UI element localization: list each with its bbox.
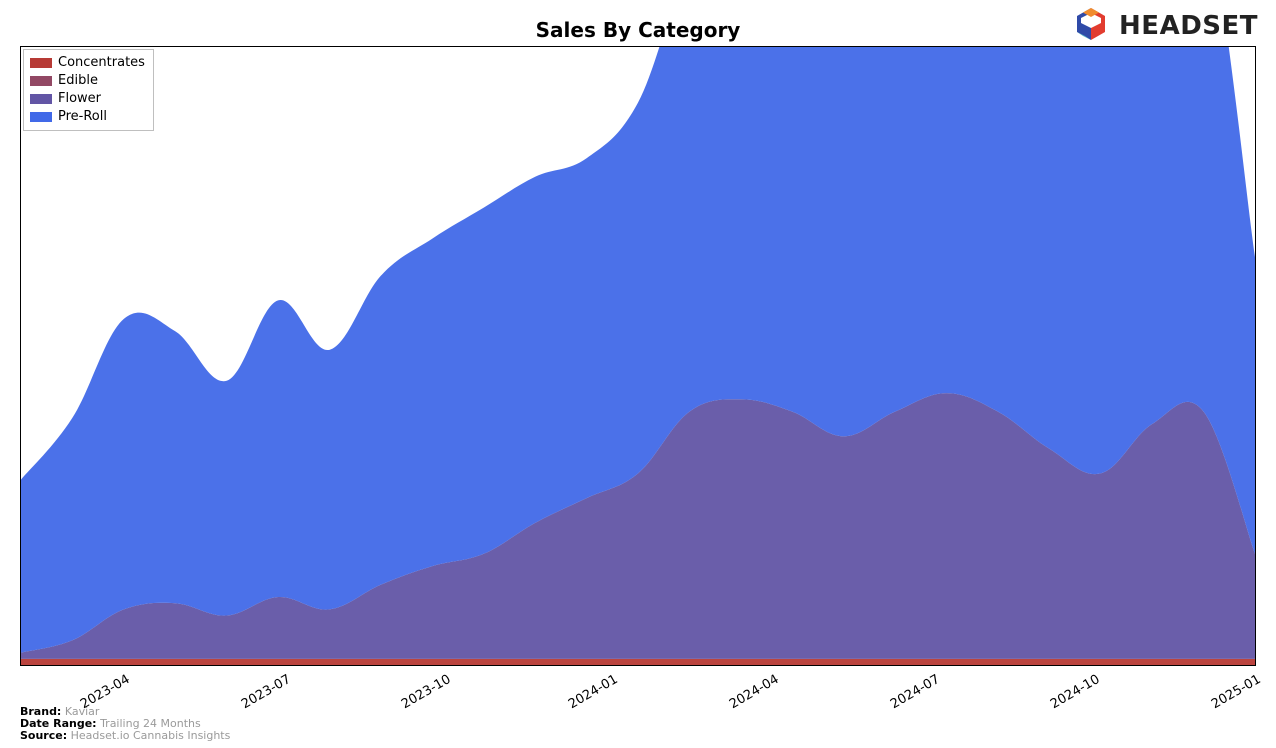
x-tick-label: 2025-01	[1209, 672, 1264, 712]
legend-swatch	[30, 76, 52, 86]
legend-swatch	[30, 112, 52, 122]
legend-item-edible: Edible	[30, 72, 145, 90]
legend: ConcentratesEdibleFlowerPre-Roll	[23, 49, 154, 131]
chart-footer: Brand: Kaviar Date Range: Trailing 24 Mo…	[20, 706, 230, 742]
footer-source-value: Headset.io Cannabis Insights	[71, 729, 231, 742]
area-series-concentrates	[21, 659, 1255, 665]
logo-icon	[1071, 6, 1111, 46]
x-tick-label: 2024-04	[727, 672, 782, 712]
x-tick-label: 2024-10	[1048, 672, 1103, 712]
legend-label: Concentrates	[58, 54, 145, 72]
x-tick-label: 2023-10	[399, 672, 454, 712]
footer-source-label: Source:	[20, 729, 67, 742]
legend-item-concentrates: Concentrates	[30, 54, 145, 72]
chart-container: Sales By Category HEADSET ConcentratesEd…	[0, 0, 1276, 748]
headset-logo: HEADSET	[1071, 6, 1258, 46]
legend-swatch	[30, 94, 52, 104]
stacked-area-svg	[21, 47, 1255, 665]
plot-area	[20, 46, 1256, 666]
legend-item-pre-roll: Pre-Roll	[30, 108, 145, 126]
legend-label: Flower	[58, 90, 101, 108]
x-tick-label: 2024-07	[888, 672, 943, 712]
x-tick-label: 2023-07	[239, 672, 294, 712]
legend-item-flower: Flower	[30, 90, 145, 108]
legend-label: Pre-Roll	[58, 108, 107, 126]
x-tick-label: 2024-01	[566, 672, 621, 712]
legend-label: Edible	[58, 72, 98, 90]
legend-swatch	[30, 58, 52, 68]
logo-text: HEADSET	[1119, 11, 1258, 41]
